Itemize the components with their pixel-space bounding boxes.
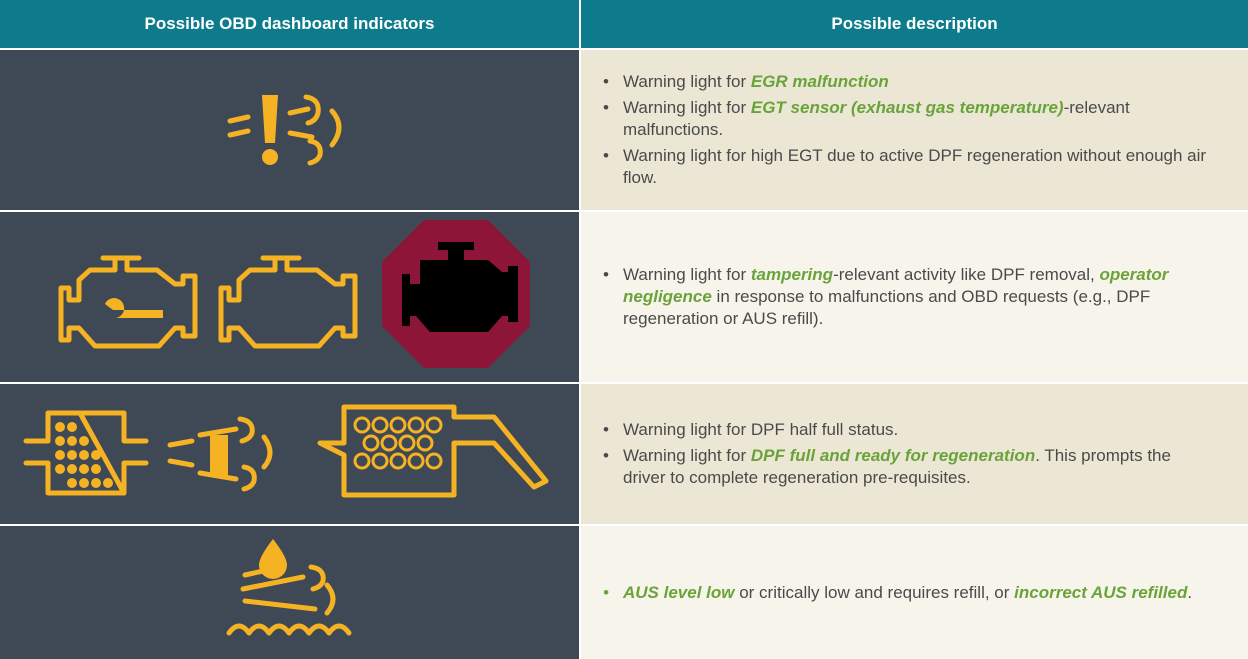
dpf-icons: [23, 404, 548, 497]
row: Warning light for tampering-relevant act…: [0, 210, 1248, 383]
bullet-list: Warning light for DPF half full status. W…: [603, 419, 1208, 489]
header-cell: Possible OBD dashboard indicators: [0, 0, 581, 49]
row: Warning light for EGR malfunctionWarning…: [0, 48, 1248, 211]
text: Warning light for: [623, 72, 751, 91]
text: -relevant malfunctions.: [623, 98, 1130, 139]
bullet: Warning light for high EGT due to active…: [603, 145, 1208, 189]
bullet-list: Warning light for EGR malfunctionWarning…: [603, 71, 1208, 189]
text: Warning light for: [623, 446, 751, 465]
text: Warning light for: [623, 265, 751, 284]
bullet: Warning light for EGR malfunction: [603, 71, 1208, 93]
emphasis-text: incorrect AUS refilled: [1014, 582, 1188, 602]
emphasis-text: EGT sensor (exhaust gas temperature): [750, 98, 1064, 117]
engine-icons: [58, 219, 530, 368]
text: in response to malfunctions and OBD requ…: [623, 287, 1151, 328]
description-cell: Warning light for tampering-relevant act…: [580, 210, 1248, 383]
description-cell: Warning light for EGR malfunctionWarning…: [580, 48, 1248, 211]
icon-cell: [0, 48, 581, 211]
bullet-list: AUS level low or critically low and requ…: [603, 582, 1208, 604]
icon-cell: [0, 210, 581, 383]
icon-cell: [0, 382, 581, 525]
text: or critically low and requires refill, o…: [734, 582, 1015, 602]
aus-icon: [226, 539, 351, 636]
text: -relevant activity like DPF removal,: [833, 265, 1100, 284]
icon-cell: [0, 524, 581, 659]
bullet: Warning light for EGT sensor (exhaust ga…: [603, 97, 1208, 141]
header-row: Possible OBD dashboard indicators Possib…: [0, 0, 1248, 49]
emphasis-text: operator negligence: [623, 265, 1169, 306]
description-cell: Warning light for DPF half full status. W…: [580, 382, 1248, 525]
bullet: AUS level low or critically low and requ…: [603, 582, 1208, 604]
egr-icon: [227, 94, 341, 165]
text: Warning light for: [623, 98, 751, 117]
text: Warning light for high EGT due to active…: [623, 146, 1207, 187]
bullet: Warning light for tampering-relevant act…: [603, 264, 1208, 330]
header-cell: Possible description: [580, 0, 1248, 49]
row: Warning light for DPF half full status. W…: [0, 382, 1248, 525]
emphasis-text: EGR malfunction: [750, 72, 889, 91]
text: Warning light for DPF half full status.: [623, 420, 899, 439]
bullet-list: Warning light for tampering-relevant act…: [603, 264, 1208, 330]
bullet: Warning light for DPF half full status.: [603, 419, 1208, 441]
text: . This prompts the driver to complete re…: [623, 446, 1171, 487]
text: .: [1187, 582, 1193, 602]
emphasis-text: tampering: [750, 265, 834, 284]
emphasis-text: AUS level low: [623, 582, 735, 602]
row: AUS level low or critically low and requ…: [0, 524, 1248, 659]
bullet: Warning light for DPF full and ready for…: [603, 445, 1208, 489]
description-cell: AUS level low or critically low and requ…: [580, 524, 1248, 659]
emphasis-text: DPF full and ready for regeneration: [750, 446, 1036, 465]
